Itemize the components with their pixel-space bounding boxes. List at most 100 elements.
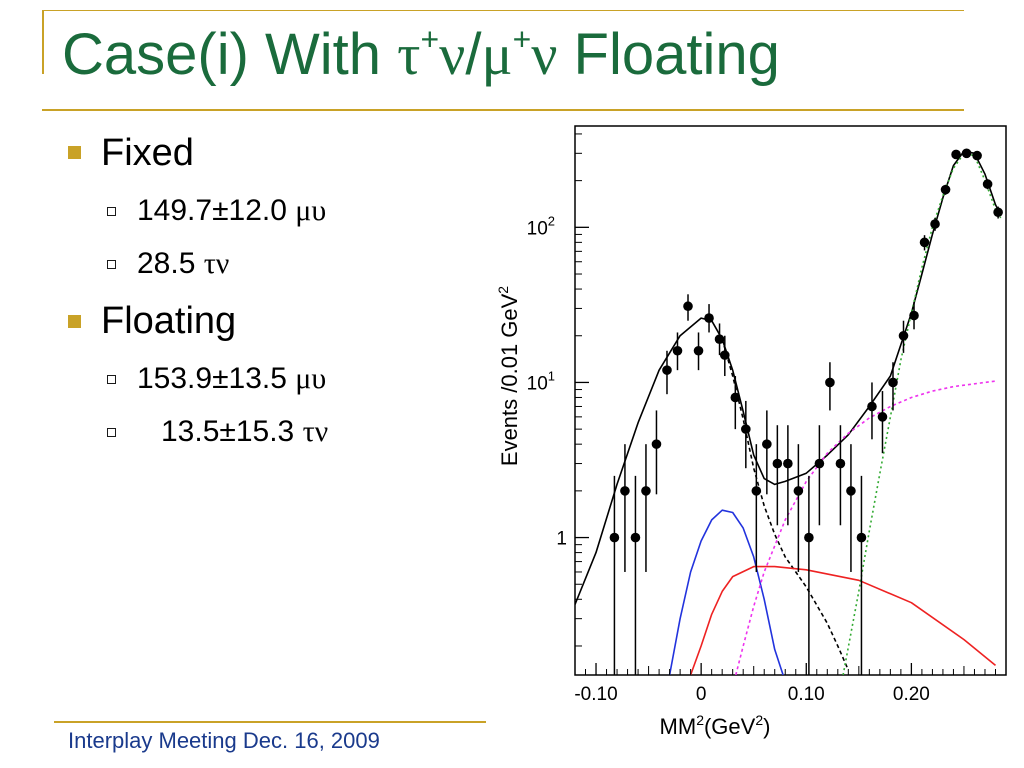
fit-curves — [575, 150, 1002, 675]
point-marker — [804, 532, 814, 543]
data-point — [940, 184, 951, 195]
data-point — [982, 179, 993, 190]
bullet-floating: Floating — [101, 300, 237, 342]
sub-bullet: 153.9±13.5 μυ — [137, 362, 327, 395]
data-point — [919, 235, 930, 251]
point-marker — [888, 377, 898, 388]
data-point — [620, 444, 630, 572]
footer-rule — [54, 721, 486, 723]
x-tick-label: -0.10 — [574, 684, 617, 705]
data-point — [835, 425, 846, 526]
x-tick-label: 0.10 — [788, 684, 825, 705]
data-point — [651, 410, 662, 495]
y-tick-label: 101 — [527, 368, 555, 394]
sub-bullet: 13.5±15.3 τν — [161, 415, 329, 448]
data-point — [719, 335, 730, 377]
chart-plot-area — [574, 125, 1007, 676]
data-point — [693, 332, 704, 371]
point-marker — [719, 350, 730, 360]
point-marker — [972, 150, 982, 161]
point-marker — [662, 365, 672, 375]
point-marker — [993, 207, 1003, 218]
data-point — [814, 425, 825, 526]
data-point — [793, 444, 804, 572]
data-point — [877, 391, 888, 454]
point-marker — [793, 486, 804, 496]
data-point — [772, 425, 783, 526]
point-marker — [898, 330, 909, 341]
point-marker — [730, 392, 741, 403]
point-marker — [651, 439, 662, 449]
plot-frame — [574, 125, 1007, 676]
data-point — [683, 294, 693, 321]
sub-bullet: 149.7±12.0 μυ — [137, 194, 327, 227]
point-marker — [641, 486, 651, 496]
data-point — [741, 400, 751, 469]
sub-bullet-square-icon — [107, 260, 116, 269]
point-marker — [909, 310, 919, 321]
point-marker — [683, 301, 693, 312]
y-axis-label: Events /0.01 GeV2 — [495, 286, 522, 466]
point-marker — [620, 486, 630, 496]
point-marker — [714, 334, 725, 345]
data-point — [751, 444, 762, 572]
data-point — [961, 148, 972, 159]
fit-curve-magenta-dotted — [735, 380, 996, 675]
data-point — [867, 382, 877, 440]
point-marker — [846, 486, 856, 496]
title-top-rule — [42, 10, 964, 11]
data-point — [930, 217, 940, 231]
point-marker — [835, 458, 846, 469]
data-point — [898, 320, 909, 353]
sub-bullet: 28.5 τν — [137, 247, 230, 280]
sub-bullet-square-icon — [107, 428, 116, 437]
point-marker — [772, 458, 783, 469]
point-marker — [704, 313, 714, 323]
point-marker — [877, 412, 888, 422]
point-marker — [930, 219, 940, 229]
data-point — [909, 302, 919, 330]
point-marker — [961, 148, 972, 159]
missing-mass-chart: -0.10 0 0.10 0.20 1 101 102 MM2(GeV2) Events /… — [495, 125, 1007, 739]
data-point — [846, 444, 856, 572]
fit-curve-green-dotted — [842, 152, 1002, 675]
title-bottom-rule — [42, 109, 964, 111]
data-point — [804, 475, 814, 675]
point-marker — [693, 345, 704, 356]
point-marker — [814, 458, 825, 469]
data-point — [825, 362, 835, 411]
point-marker — [672, 345, 683, 356]
point-marker — [982, 179, 993, 189]
point-marker — [919, 237, 930, 248]
x-tick-label: 0.20 — [893, 684, 930, 705]
data-point — [972, 150, 982, 161]
title-left-rule — [42, 10, 44, 74]
sub-bullet-square-icon — [107, 375, 116, 384]
data-point — [762, 410, 772, 495]
point-marker — [762, 439, 772, 449]
data-point — [951, 149, 961, 160]
data-point — [630, 475, 641, 675]
data-point — [704, 304, 714, 333]
data-point — [856, 475, 867, 675]
data-point — [641, 444, 651, 572]
bullet-square-icon — [68, 315, 81, 328]
fit-curve-red-solid — [689, 565, 997, 675]
bullet-fixed: Fixed — [101, 132, 194, 174]
data-points — [609, 148, 1003, 675]
x-tick-label: 0 — [696, 684, 707, 705]
point-marker — [951, 149, 961, 160]
fit-curve-solid-black — [575, 150, 1002, 605]
bullet-square-icon — [68, 146, 81, 159]
y-tick-label: 102 — [527, 213, 555, 239]
point-marker — [630, 532, 641, 543]
slide-title: Case(i) With τ+ν/μ+ν Floating — [62, 21, 780, 87]
data-point — [714, 323, 725, 356]
point-marker — [867, 401, 877, 412]
data-point — [888, 362, 898, 411]
axis-ticks: -0.10 0 0.10 0.20 1 101 102 — [527, 133, 996, 705]
point-marker — [751, 486, 762, 496]
data-point — [993, 206, 1003, 219]
data-point — [730, 376, 741, 430]
point-marker — [741, 424, 751, 434]
